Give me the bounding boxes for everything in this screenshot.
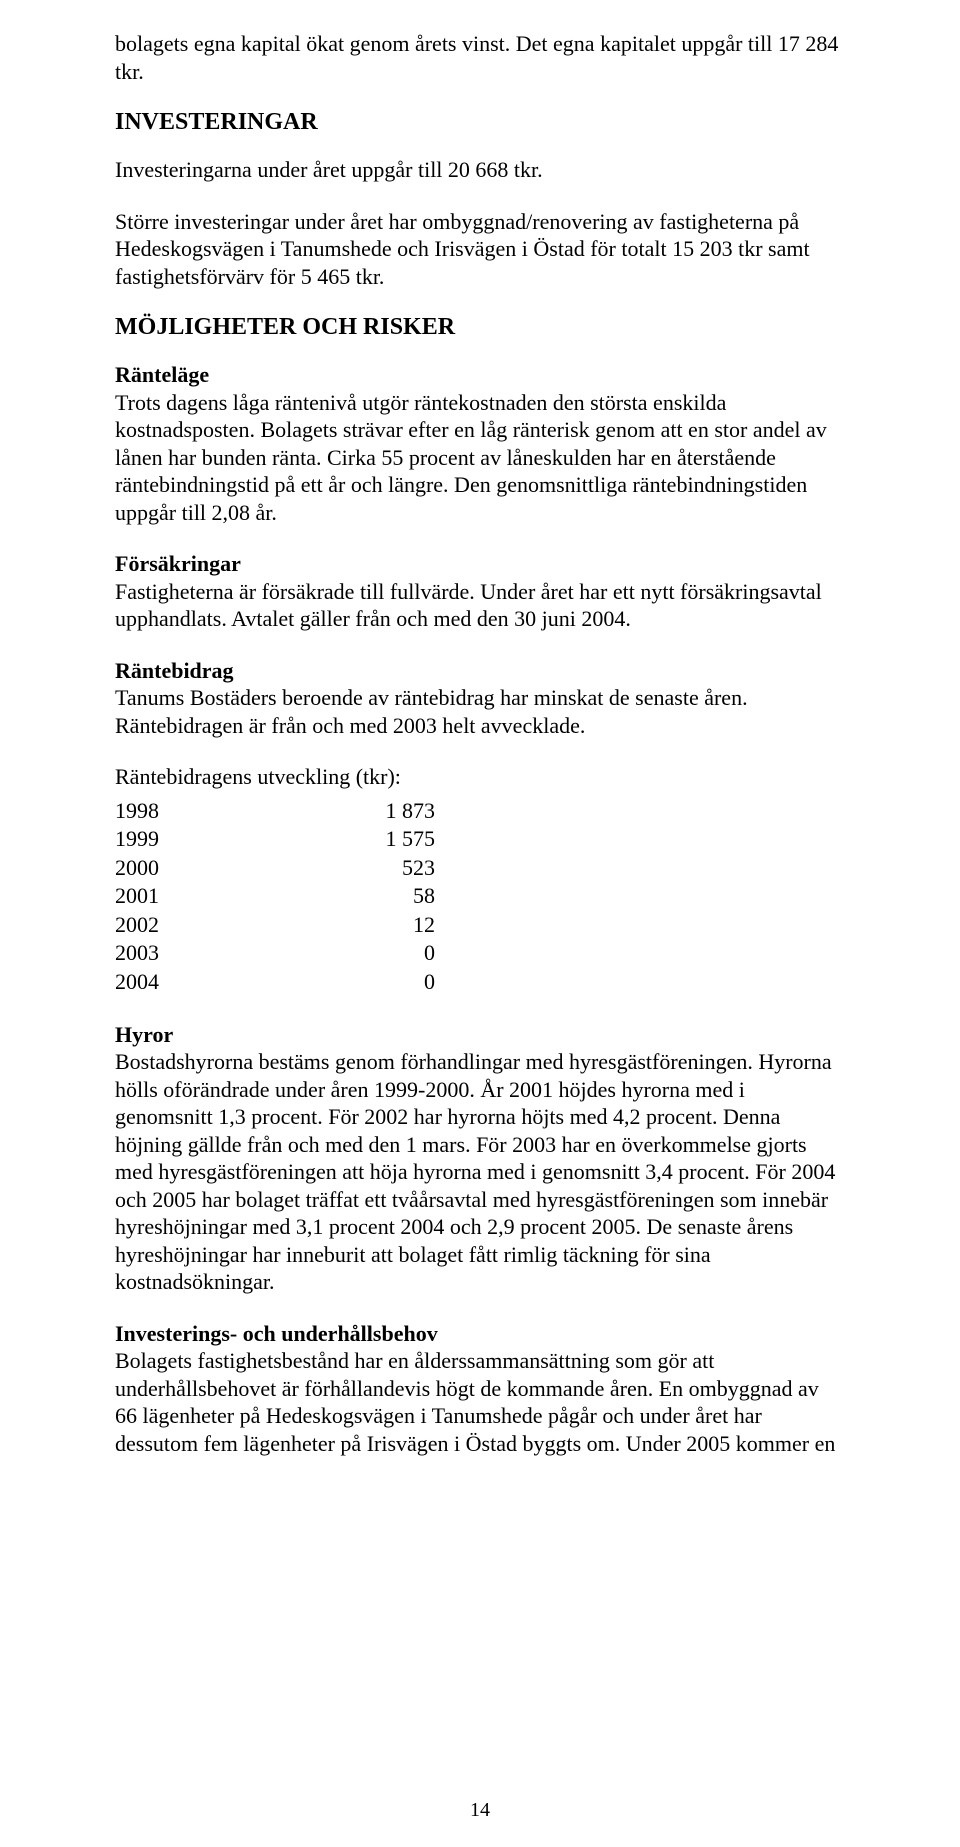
rantebidrag-table: Räntebidragens utveckling (tkr): 19981 8… [115,763,845,997]
table-year: 1999 [115,825,365,854]
investeringar-p2-block: Större investeringar under året har omby… [115,208,845,291]
rantelage-body: Trots dagens låga räntenivå utgör räntek… [115,389,845,527]
table-year: 1998 [115,797,365,826]
investering-underhall-title: Investerings- och underhållsbehov [115,1320,845,1348]
investeringar-p2: Större investeringar under året har omby… [115,208,845,291]
investeringar-p1-block: Investeringarna under året uppgår till 2… [115,156,845,184]
table-value: 0 [365,968,435,997]
investering-underhall-block: Investerings- och underhållsbehov Bolage… [115,1320,845,1458]
table-row: 19991 575 [115,825,845,854]
hyror-body: Bostadshyrorna bestäms genom förhandling… [115,1048,845,1296]
forsakringar-block: Försäkringar Fastigheterna är försäkrade… [115,550,845,633]
table-row: 200212 [115,911,845,940]
forsakringar-body: Fastigheterna är försäkrade till fullvär… [115,578,845,633]
rantebidrag-title: Räntebidrag [115,657,845,685]
table-row: 2000523 [115,854,845,883]
rantebidrag-body: Tanums Bostäders beroende av räntebidrag… [115,684,845,739]
table-value: 523 [365,854,435,883]
investering-underhall-body: Bolagets fastighetsbestånd har en ålders… [115,1347,845,1457]
table-row: 200158 [115,882,845,911]
table-value: 12 [365,911,435,940]
table-year: 2002 [115,911,365,940]
rantebidrag-rows: 19981 87319991 5752000523200158200212200… [115,797,845,997]
hyror-title: Hyror [115,1021,845,1049]
investeringar-p1: Investeringarna under året uppgår till 2… [115,156,845,184]
table-value: 58 [365,882,435,911]
rantelage-block: Ränteläge Trots dagens låga räntenivå ut… [115,361,845,526]
table-row: 19981 873 [115,797,845,826]
table-row: 20030 [115,939,845,968]
forsakringar-title: Försäkringar [115,550,845,578]
table-year: 2001 [115,882,365,911]
intro-paragraph: bolagets egna kapital ökat genom årets v… [115,30,845,85]
document-page: bolagets egna kapital ökat genom årets v… [0,0,960,1847]
rantebidrag-block: Räntebidrag Tanums Bostäders beroende av… [115,657,845,740]
hyror-block: Hyror Bostadshyrorna bestäms genom förha… [115,1021,845,1296]
table-year: 2000 [115,854,365,883]
table-row: 20040 [115,968,845,997]
rantelage-title: Ränteläge [115,361,845,389]
rantebidrag-table-caption: Räntebidragens utveckling (tkr): [115,763,845,791]
page-number: 14 [0,1799,960,1822]
table-value: 0 [365,939,435,968]
mojligheter-heading: MÖJLIGHETER OCH RISKER [115,314,845,341]
investeringar-heading: INVESTERINGAR [115,109,845,136]
intro-text: bolagets egna kapital ökat genom årets v… [115,30,845,85]
table-year: 2003 [115,939,365,968]
table-value: 1 873 [365,797,435,826]
table-year: 2004 [115,968,365,997]
table-value: 1 575 [365,825,435,854]
